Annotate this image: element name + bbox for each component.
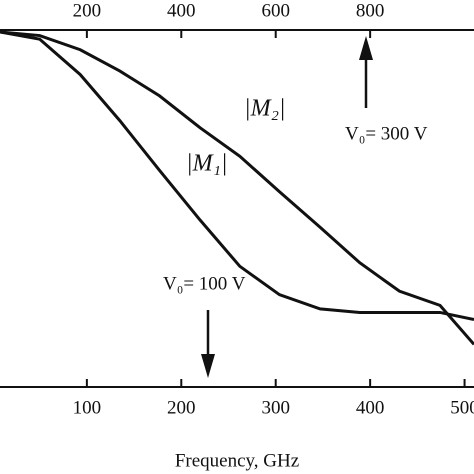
annotation: V₀= 300 V xyxy=(345,123,428,144)
x-tick-label: 300 xyxy=(261,397,290,418)
series-line xyxy=(0,30,474,322)
series-label: |M₁| xyxy=(186,151,228,177)
x2-tick-label: 800 xyxy=(356,0,385,21)
x2-tick-label: 600 xyxy=(261,0,290,21)
x-tick-label: 200 xyxy=(167,397,196,418)
series-line xyxy=(0,30,474,346)
x-tick-label: 500 xyxy=(450,397,474,418)
x-tick-label: 400 xyxy=(356,397,385,418)
arrow-down xyxy=(201,310,215,378)
annotation: V₀= 100 V xyxy=(163,273,246,294)
arrow-up xyxy=(359,36,373,108)
x2-tick-label: 400 xyxy=(167,0,196,21)
x-axis-label: Frequency, GHz xyxy=(175,450,299,471)
x-tick-label: 100 xyxy=(73,397,102,418)
series-label: |M₂| xyxy=(244,96,286,122)
x2-tick-label: 200 xyxy=(73,0,102,21)
